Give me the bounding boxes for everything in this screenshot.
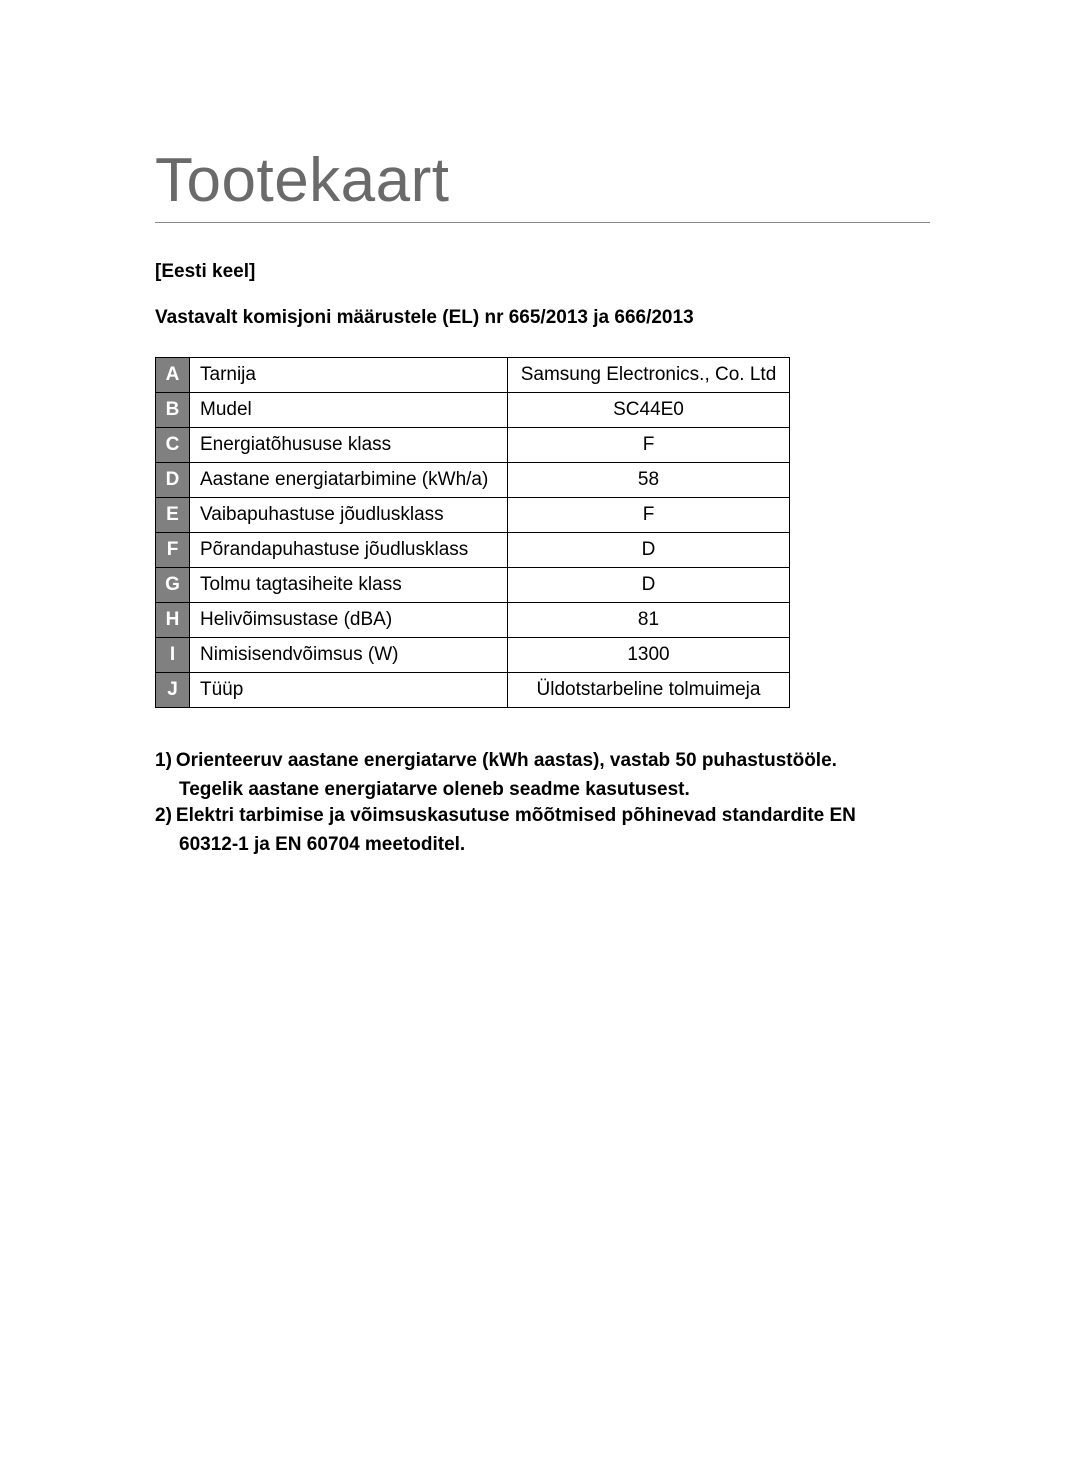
row-value: 58 [508,463,790,498]
note-number: 2) [155,803,176,830]
row-label: Helivõimsustase (dBA) [190,603,508,638]
notes-section: 1) Orienteeruv aastane energiatarve (kWh… [155,748,930,858]
row-label: Põrandapuhastuse jõudlusklass [190,533,508,568]
table-row: F Põrandapuhastuse jõudlusklass D [156,533,790,568]
table-row: H Helivõimsustase (dBA) 81 [156,603,790,638]
row-letter: E [156,498,190,533]
table-row: I Nimisisendvõimsus (W) 1300 [156,638,790,673]
row-letter: G [156,568,190,603]
regulation-label: Vastavalt komisjoni määrustele (EL) nr 6… [155,307,930,329]
row-label: Tüüp [190,673,508,708]
row-label: Aastane energiatarbimine (kWh/a) [190,463,508,498]
table-row: C Energiatõhususe klass F [156,428,790,463]
note-text: Elektri tarbimise ja võimsuskasutuse mõõ… [176,803,930,830]
row-letter: B [156,393,190,428]
note-continuation: 60312-1 ja EN 60704 meetoditel. [155,832,930,859]
row-value: 81 [508,603,790,638]
row-letter: C [156,428,190,463]
table-row: J Tüüp Üldotstarbeline tolmuimeja [156,673,790,708]
row-value: Üldotstarbeline tolmuimeja [508,673,790,708]
row-letter: H [156,603,190,638]
row-letter: J [156,673,190,708]
table-row: D Aastane energiatarbimine (kWh/a) 58 [156,463,790,498]
note-continuation: Tegelik aastane energiatarve oleneb sead… [155,777,930,804]
note-number: 1) [155,748,176,775]
row-value: D [508,568,790,603]
row-label: Nimisisendvõimsus (W) [190,638,508,673]
row-letter: I [156,638,190,673]
table-row: G Tolmu tagtasiheite klass D [156,568,790,603]
row-label: Energiatõhususe klass [190,428,508,463]
row-value: 1300 [508,638,790,673]
row-value: F [508,498,790,533]
table-row: B Mudel SC44E0 [156,393,790,428]
note-item: 1) Orienteeruv aastane energiatarve (kWh… [155,748,930,775]
row-label: Tolmu tagtasiheite klass [190,568,508,603]
table-row: E Vaibapuhastuse jõudlusklass F [156,498,790,533]
row-label: Tarnija [190,358,508,393]
language-label: [Eesti keel] [155,261,930,283]
row-letter: D [156,463,190,498]
table-row: A Tarnija Samsung Electronics., Co. Ltd [156,358,790,393]
row-letter: A [156,358,190,393]
row-label: Mudel [190,393,508,428]
spec-table: A Tarnija Samsung Electronics., Co. Ltd … [155,357,790,708]
row-value: F [508,428,790,463]
row-label: Vaibapuhastuse jõudlusklass [190,498,508,533]
row-value: Samsung Electronics., Co. Ltd [508,358,790,393]
row-value: D [508,533,790,568]
row-value: SC44E0 [508,393,790,428]
note-item: 2) Elektri tarbimise ja võimsuskasutuse … [155,803,930,830]
page-title: Tootekaart [155,145,930,223]
note-text: Orienteeruv aastane energiatarve (kWh aa… [176,748,930,775]
row-letter: F [156,533,190,568]
